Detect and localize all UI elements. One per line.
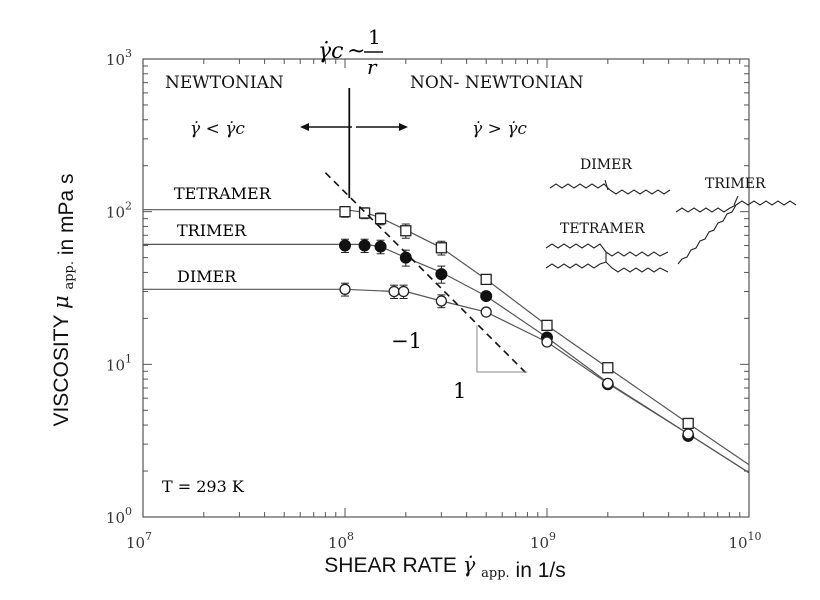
x-tick-label: 108 xyxy=(328,530,354,552)
series-label-trimer: TRIMER xyxy=(177,221,247,240)
data-point-trimer xyxy=(339,239,351,252)
dimer-branch-icon xyxy=(604,179,609,191)
regime-arrows xyxy=(300,123,408,131)
data-point-dimer xyxy=(435,295,448,307)
axis-ticks xyxy=(142,59,749,518)
data-point-dimer xyxy=(339,283,351,295)
arrow-right-head xyxy=(399,123,408,131)
critical-formula: γ̇c ~ 1 r xyxy=(318,25,383,79)
molecule-label-trimer: TRIMER xyxy=(705,176,766,192)
molecule-schematics: DIMER TRIMER TETRAMER xyxy=(545,157,797,273)
data-point-trimer xyxy=(480,290,493,303)
non-newtonian-label: NON- NEWTONIAN xyxy=(410,73,584,93)
data-point-dimer xyxy=(388,285,400,298)
tetramer-arm-4-icon xyxy=(605,261,669,273)
data-point-tetramer xyxy=(682,417,694,430)
tetramer-arm-2-icon xyxy=(605,251,669,257)
data-point-dimer xyxy=(480,306,492,318)
critical-formula-sim: ~ xyxy=(347,39,365,64)
newtonian-label: NEWTONIAN xyxy=(165,73,284,93)
series-line-dimer xyxy=(143,288,750,474)
y-tick-label: 101 xyxy=(106,352,132,374)
data-point-tetramer xyxy=(480,273,492,286)
critical-formula-denominator: r xyxy=(367,55,378,79)
slope-triangle xyxy=(476,325,528,373)
critical-formula-numerator: 1 xyxy=(368,25,381,49)
axis-tick-labels: 107 108 109 1010 100 101 102 103 xyxy=(106,47,762,552)
trimer-arm-3-icon xyxy=(677,204,737,265)
data-point-tetramer xyxy=(358,207,371,219)
tetramer-arm-3-icon xyxy=(545,261,607,269)
data-point-trimer xyxy=(358,239,371,252)
dimer-chain-left-icon xyxy=(549,183,611,191)
x-tick-label: 109 xyxy=(530,530,556,552)
data-point-dimer xyxy=(541,336,553,348)
newtonian-condition: γ̇ < γ̇c xyxy=(190,119,245,139)
trimer-arm-1-icon xyxy=(675,204,737,213)
slope-run-label: 1 xyxy=(453,379,466,403)
data-point-trimer xyxy=(374,240,387,253)
x-tick-label: 1010 xyxy=(728,530,761,552)
y-tick-label: 100 xyxy=(106,505,132,527)
data-point-tetramer xyxy=(435,242,448,254)
temperature-label: T = 293 K xyxy=(162,477,245,496)
x-tick-label: 107 xyxy=(126,530,152,552)
dimer-chain-right-icon xyxy=(609,189,671,195)
series-label-tetramer: TETRAMER xyxy=(174,184,272,203)
series-label-dimer: DIMER xyxy=(177,267,237,286)
series-markers xyxy=(339,206,695,442)
trimer-branch-icon xyxy=(733,195,739,206)
molecule-label-dimer: DIMER xyxy=(580,157,632,173)
data-point-dimer xyxy=(682,428,694,440)
data-point-tetramer xyxy=(374,213,387,225)
y-axis-label: VISCOSITY μ app. in mPa s xyxy=(49,173,78,426)
x-axis-label: SHEAR RATE γ̇ app. in 1/s xyxy=(324,553,565,582)
molecule-label-tetramer: TETRAMER xyxy=(560,221,645,237)
data-point-tetramer xyxy=(339,206,351,218)
y-tick-label: 103 xyxy=(106,47,132,69)
data-point-dimer xyxy=(602,377,614,390)
critical-formula-lhs: γ̇c xyxy=(318,39,343,64)
data-point-tetramer xyxy=(541,319,553,332)
data-point-tetramer xyxy=(400,225,412,237)
y-tick-label: 102 xyxy=(106,200,132,222)
data-point-tetramer xyxy=(602,362,614,374)
tetramer-arm-1-icon xyxy=(545,243,607,253)
slope-dashed-line xyxy=(324,172,528,375)
plot-frame xyxy=(142,58,750,518)
non-newtonian-condition: γ̇ > γ̇c xyxy=(472,119,527,139)
arrow-left-head xyxy=(300,123,309,131)
trimer-arm-2-icon xyxy=(735,200,797,206)
data-point-trimer xyxy=(435,268,448,281)
slope-label: −1 xyxy=(391,329,422,353)
data-point-dimer xyxy=(397,285,410,298)
